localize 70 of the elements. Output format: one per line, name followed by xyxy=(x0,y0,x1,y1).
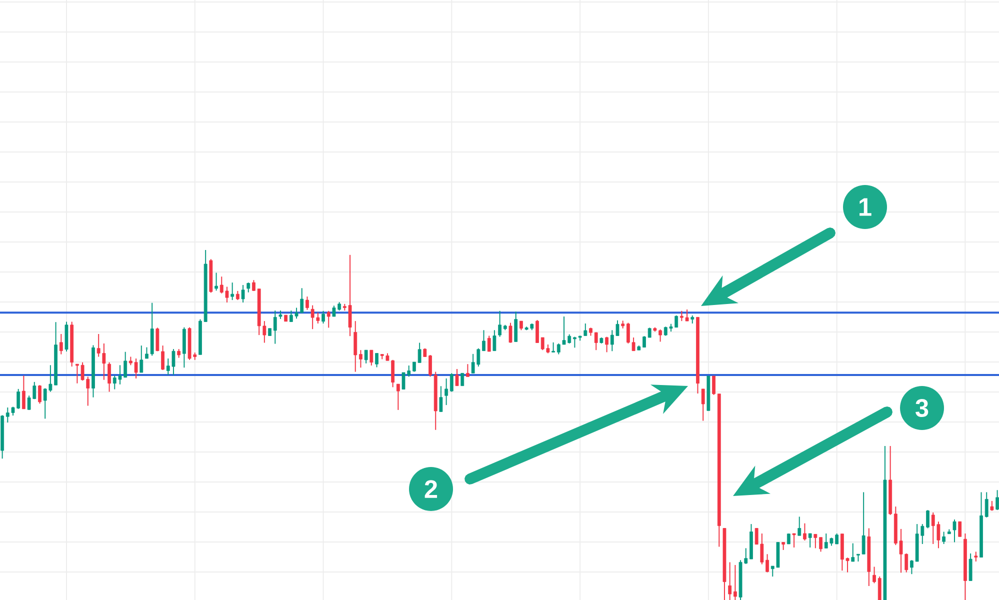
candlestick xyxy=(460,372,464,386)
candlestick xyxy=(520,320,523,331)
candlestick xyxy=(605,336,608,353)
candlestick xyxy=(466,364,470,378)
candlestick xyxy=(819,536,822,552)
candlestick xyxy=(161,345,164,371)
candlestick xyxy=(322,310,325,324)
candlestick xyxy=(354,320,358,372)
candlestick xyxy=(241,284,245,303)
candlestick xyxy=(803,522,806,541)
candlestick xyxy=(508,322,512,344)
annotation: 2 xyxy=(424,480,438,498)
candlestick xyxy=(798,516,802,536)
candlestick xyxy=(273,310,277,344)
candlestick xyxy=(59,333,63,355)
candlestick xyxy=(786,533,790,544)
candlestick xyxy=(428,354,432,378)
candlestick xyxy=(236,290,240,301)
candlestick xyxy=(306,296,309,310)
candlestick xyxy=(252,280,256,292)
candlestick xyxy=(648,327,652,338)
candlestick xyxy=(364,350,368,364)
candlestick xyxy=(536,319,539,344)
candlestick xyxy=(140,345,144,373)
candlestick xyxy=(156,327,160,352)
candlestick xyxy=(450,372,454,392)
candlestick xyxy=(701,388,705,422)
candlestick xyxy=(974,551,978,562)
candlestick xyxy=(808,533,812,548)
candlestick xyxy=(594,332,598,351)
candlestick xyxy=(958,521,962,538)
candlestick xyxy=(926,510,930,529)
candlestick xyxy=(728,562,732,600)
candlestick xyxy=(514,311,518,342)
candlestick xyxy=(792,533,796,548)
candlestick xyxy=(230,282,234,301)
candlestick xyxy=(872,566,876,584)
candlestick xyxy=(942,531,946,544)
candlestick xyxy=(498,310,502,338)
candlestick xyxy=(712,375,716,396)
candlestick xyxy=(145,346,148,359)
candlestick xyxy=(487,335,491,352)
candlestick xyxy=(359,350,362,368)
candlestick xyxy=(968,552,972,582)
candlestick xyxy=(814,534,818,549)
candlestick xyxy=(38,384,42,404)
candlestick xyxy=(952,519,956,543)
candlestick xyxy=(326,310,330,328)
candlestick xyxy=(444,378,448,406)
candlestick xyxy=(766,554,769,573)
candlestick xyxy=(214,272,218,292)
candlestick xyxy=(642,336,646,348)
candlestick xyxy=(108,362,111,392)
candlestick xyxy=(984,492,988,518)
annotation: 3 xyxy=(916,399,928,417)
candlestick xyxy=(396,384,400,410)
candlestick xyxy=(552,342,555,353)
candlestick xyxy=(851,542,855,562)
candlestick xyxy=(492,330,496,352)
candlestick xyxy=(584,323,588,336)
candlestick xyxy=(246,282,250,293)
candlestick xyxy=(990,500,994,512)
candlestick xyxy=(22,375,26,410)
candlestick xyxy=(455,368,459,386)
candlestick xyxy=(482,330,486,352)
text: 1 xyxy=(860,198,872,216)
candlestick xyxy=(370,350,374,366)
candlestick xyxy=(375,352,378,368)
candlestick xyxy=(733,564,737,600)
candlestick xyxy=(439,386,443,412)
